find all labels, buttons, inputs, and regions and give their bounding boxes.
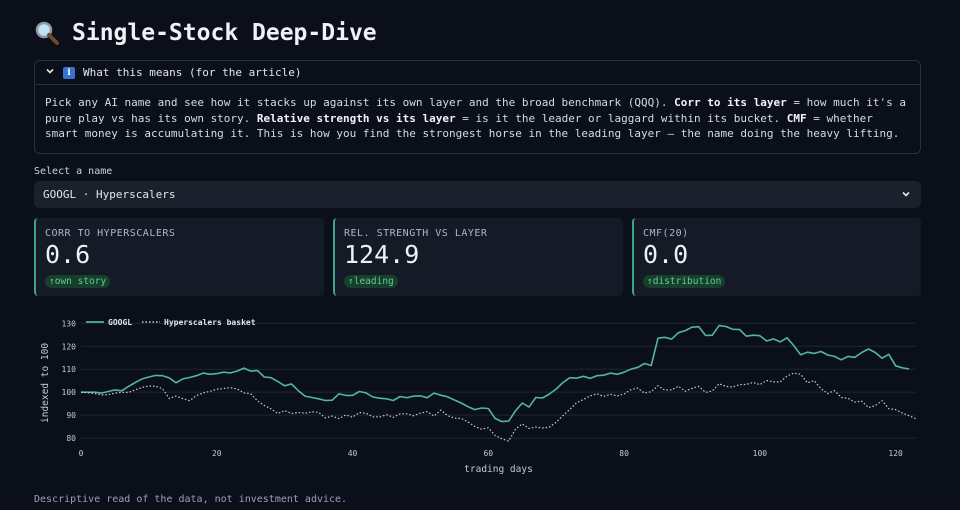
y-tick-label: 80 (66, 434, 76, 443)
explanation-expander: i What this means (for the article) Pick… (34, 60, 921, 154)
y-tick-label: 100 (62, 388, 77, 397)
expander-term: Corr to its layer (674, 96, 787, 109)
metric-cmf: CMF(20) 0.0 ↑distribution (632, 218, 921, 296)
y-axis-label: indexed to 100 (40, 343, 51, 423)
y-tick-label: 120 (62, 342, 77, 351)
arrow-up-icon: ↑ (647, 276, 653, 287)
legend-label: Hyperscalers basket (164, 318, 256, 327)
expander-text: Pick any AI name and see how it stacks u… (45, 96, 675, 109)
x-tick-label: 100 (753, 449, 768, 458)
legend-label: GOOGL (108, 318, 132, 327)
arrow-up-icon: ↑ (348, 276, 354, 287)
expander-label: What this means (for the article) (83, 66, 302, 79)
expander-term: Relative strength vs its layer (256, 111, 456, 125)
x-tick-label: 120 (888, 449, 903, 458)
metric-delta: ↑own story (45, 275, 111, 288)
select-label: Select a name (34, 166, 113, 177)
series-line-basket (80, 372, 917, 442)
metric-value: 0.0 (643, 240, 689, 269)
magnifier-icon (34, 20, 60, 46)
expander-text: = how much it's a pure play vs has its o… (45, 96, 906, 125)
chevron-down-icon (45, 66, 55, 79)
metric-delta: ↑leading (344, 275, 398, 288)
x-axis-label: trading days (464, 464, 533, 475)
arrow-up-icon: ↑ (49, 276, 55, 287)
expander-body: Pick any AI name and see how it stacks u… (35, 85, 920, 142)
expander-header[interactable]: i What this means (for the article) (35, 61, 920, 85)
metric-label: REL. STRENGTH VS LAYER (344, 228, 488, 239)
x-tick-label: 40 (348, 449, 358, 458)
expander-text: = is it the leader or laggard within its… (455, 111, 787, 125)
metric-label: CORR TO HYPERSCALERS (45, 228, 176, 239)
expander-term: CMF (786, 111, 807, 125)
info-icon: i (63, 66, 75, 79)
price-chart-svg: 80 90 100 110 120 130 0 20 40 60 80 100 120 trading d… (40, 318, 917, 475)
stock-select[interactable]: GOOGL · Hyperscalers (34, 181, 921, 208)
chevron-down-icon (900, 188, 912, 200)
price-chart: 80 90 100 110 120 130 0 20 40 60 80 100 120 trading d… (34, 310, 924, 480)
x-tick-label: 80 (619, 449, 629, 458)
y-tick-label: 90 (66, 411, 76, 420)
stock-select-value: GOOGL · Hyperscalers (43, 188, 176, 201)
page-title: Single-Stock Deep-Dive (34, 20, 377, 46)
disclaimer: Descriptive read of the data, not invest… (34, 494, 348, 505)
metric-corr: CORR TO HYPERSCALERS 0.6 ↑own story (34, 218, 324, 296)
x-tick-label: 20 (212, 449, 222, 458)
x-tick-label: 0 (79, 449, 84, 458)
y-tick-label: 110 (62, 365, 77, 374)
metric-rel-strength: REL. STRENGTH VS LAYER 124.9 ↑leading (333, 218, 623, 296)
page-title-text: Single-Stock Deep-Dive (72, 20, 377, 46)
x-tick-label: 60 (483, 449, 493, 458)
y-tick-label: 130 (62, 319, 77, 328)
series-line-googl (81, 324, 910, 423)
metric-delta: ↑distribution (643, 275, 726, 288)
metric-label: CMF(20) (643, 228, 689, 239)
metric-value: 0.6 (45, 240, 91, 269)
expander-text: = whether smart money is accumulating it… (45, 111, 900, 141)
metric-value: 124.9 (344, 240, 420, 269)
